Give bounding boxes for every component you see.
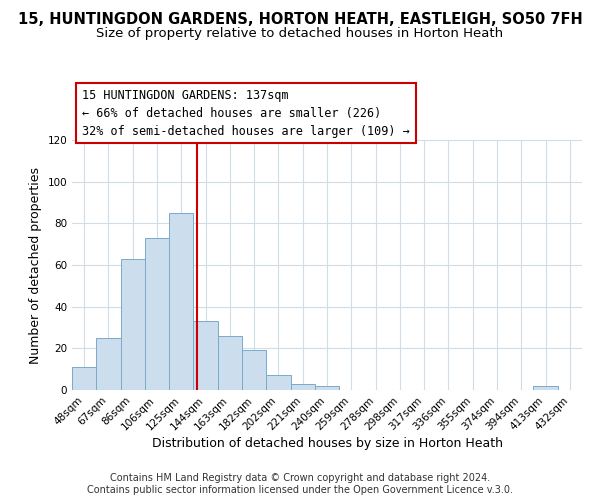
Bar: [96, 338, 121, 390]
Bar: [72, 367, 96, 390]
Text: Size of property relative to detached houses in Horton Heath: Size of property relative to detached ho…: [97, 28, 503, 40]
Bar: [533, 386, 558, 390]
Bar: [121, 259, 145, 390]
Text: 15, HUNTINGDON GARDENS, HORTON HEATH, EASTLEIGH, SO50 7FH: 15, HUNTINGDON GARDENS, HORTON HEATH, EA…: [17, 12, 583, 28]
Bar: [169, 213, 193, 390]
Bar: [290, 384, 315, 390]
Bar: [218, 336, 242, 390]
Bar: [193, 322, 218, 390]
Text: Contains HM Land Registry data © Crown copyright and database right 2024.
Contai: Contains HM Land Registry data © Crown c…: [87, 474, 513, 495]
X-axis label: Distribution of detached houses by size in Horton Heath: Distribution of detached houses by size …: [151, 438, 503, 450]
Bar: [266, 376, 290, 390]
Text: 15 HUNTINGDON GARDENS: 137sqm
← 66% of detached houses are smaller (226)
32% of : 15 HUNTINGDON GARDENS: 137sqm ← 66% of d…: [82, 88, 410, 138]
Y-axis label: Number of detached properties: Number of detached properties: [29, 166, 42, 364]
Bar: [145, 238, 169, 390]
Bar: [242, 350, 266, 390]
Bar: [315, 386, 339, 390]
